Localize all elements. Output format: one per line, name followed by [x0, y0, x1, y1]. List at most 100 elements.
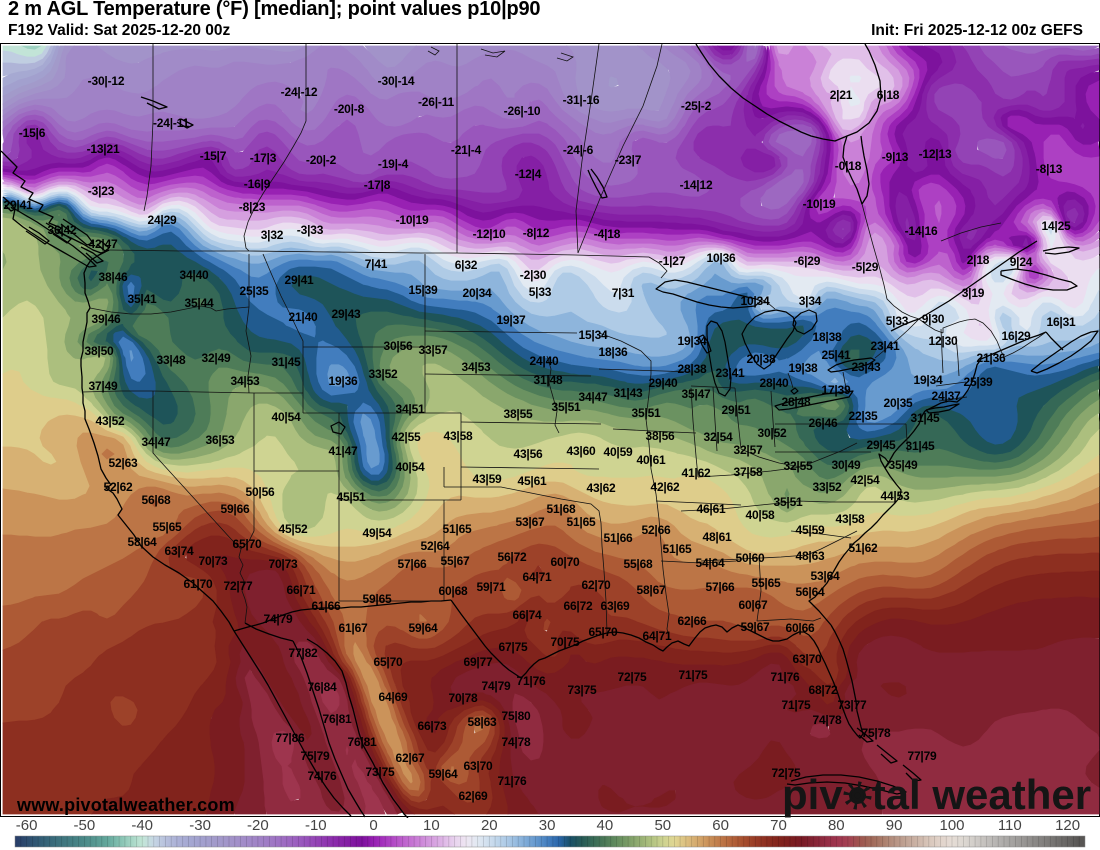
svg-text:16|31: 16|31 [1046, 315, 1076, 329]
svg-text:55|67: 55|67 [440, 554, 470, 568]
svg-text:59|67: 59|67 [740, 620, 770, 634]
svg-text:26|46: 26|46 [808, 416, 838, 430]
svg-text:21|40: 21|40 [288, 310, 318, 324]
svg-text:9|24: 9|24 [1010, 255, 1033, 269]
svg-text:31|43: 31|43 [613, 386, 643, 400]
svg-text:22|35: 22|35 [848, 409, 878, 423]
svg-text:66|74: 66|74 [512, 608, 542, 622]
svg-text:74|78: 74|78 [812, 713, 842, 727]
svg-text:63|70: 63|70 [792, 652, 822, 666]
svg-text:76|84: 76|84 [307, 680, 337, 694]
svg-text:60: 60 [712, 817, 729, 834]
svg-text:66|72: 66|72 [563, 599, 593, 613]
svg-text:76|81: 76|81 [322, 712, 352, 726]
svg-text:-30|-12: -30|-12 [88, 74, 125, 88]
svg-text:51|65: 51|65 [662, 542, 692, 556]
svg-text:50: 50 [654, 817, 671, 834]
svg-text:25|35: 25|35 [239, 284, 269, 298]
svg-text:56|72: 56|72 [497, 550, 527, 564]
svg-text:66|73: 66|73 [417, 719, 447, 733]
svg-text:36|53: 36|53 [205, 433, 235, 447]
svg-text:32|54: 32|54 [703, 430, 733, 444]
svg-text:38|50: 38|50 [84, 344, 114, 358]
svg-text:46|61: 46|61 [696, 502, 726, 516]
svg-text:35|41: 35|41 [127, 292, 157, 306]
svg-text:52|63: 52|63 [108, 456, 138, 470]
svg-text:43|59: 43|59 [472, 472, 502, 486]
svg-text:-23|7: -23|7 [615, 153, 642, 167]
svg-text:120: 120 [1055, 817, 1080, 834]
svg-text:68|72: 68|72 [808, 683, 838, 697]
svg-text:59|71: 59|71 [476, 580, 506, 594]
svg-text:40|54: 40|54 [395, 460, 425, 474]
svg-text:40|54: 40|54 [271, 410, 301, 424]
svg-text:61|67: 61|67 [338, 621, 368, 635]
svg-text:77|79: 77|79 [907, 749, 937, 763]
svg-text:75|79: 75|79 [300, 749, 330, 763]
svg-text:74|76: 74|76 [307, 769, 337, 783]
svg-text:-12|10: -12|10 [473, 227, 506, 241]
svg-text:24|40: 24|40 [529, 354, 559, 368]
svg-text:40: 40 [597, 817, 614, 834]
svg-text:70|75: 70|75 [550, 635, 580, 649]
svg-text:72|77: 72|77 [223, 579, 253, 593]
svg-text:31|45: 31|45 [910, 411, 940, 425]
svg-text:9|30: 9|30 [922, 312, 945, 326]
svg-text:33|52: 33|52 [368, 367, 398, 381]
svg-text:15|39: 15|39 [408, 283, 438, 297]
svg-text:-2|30: -2|30 [520, 268, 547, 282]
svg-text:-20|-2: -20|-2 [306, 153, 337, 167]
svg-text:-21|-4: -21|-4 [451, 143, 482, 157]
svg-text:40|59: 40|59 [603, 445, 633, 459]
svg-text:52|66: 52|66 [641, 523, 671, 537]
svg-text:71|76: 71|76 [770, 670, 800, 684]
svg-text:-31|-16: -31|-16 [563, 93, 600, 107]
svg-text:32|49: 32|49 [201, 351, 231, 365]
svg-text:74|79: 74|79 [263, 612, 293, 626]
svg-text:-20: -20 [247, 817, 269, 834]
svg-text:55|65: 55|65 [751, 576, 781, 590]
svg-text:-12|13: -12|13 [919, 147, 952, 161]
svg-text:30|52: 30|52 [757, 426, 787, 440]
svg-text:20: 20 [481, 817, 498, 834]
svg-text:42|47: 42|47 [88, 237, 118, 251]
svg-text:-10|19: -10|19 [803, 197, 836, 211]
svg-text:29|41: 29|41 [284, 273, 314, 287]
svg-text:51|65: 51|65 [566, 515, 596, 529]
svg-text:43|52: 43|52 [95, 414, 125, 428]
svg-text:56|68: 56|68 [141, 493, 171, 507]
svg-text:70|78: 70|78 [448, 691, 478, 705]
svg-text:45|61: 45|61 [517, 474, 547, 488]
svg-text:-1|27: -1|27 [659, 254, 686, 268]
svg-text:-24|-11: -24|-11 [153, 116, 190, 130]
svg-text:18|38: 18|38 [812, 330, 842, 344]
svg-text:10: 10 [423, 817, 440, 834]
svg-text:-6|29: -6|29 [794, 254, 821, 268]
svg-text:80: 80 [828, 817, 845, 834]
svg-text:34|53: 34|53 [230, 374, 260, 388]
svg-text:34|51: 34|51 [395, 402, 425, 416]
svg-text:39|46: 39|46 [91, 312, 121, 326]
svg-text:19|34: 19|34 [913, 373, 943, 387]
svg-text:71|76: 71|76 [497, 774, 527, 788]
svg-text:32|55: 32|55 [783, 459, 813, 473]
svg-text:-20|-8: -20|-8 [334, 102, 365, 116]
svg-text:19|38: 19|38 [788, 361, 818, 375]
svg-text:33|57: 33|57 [418, 343, 448, 357]
svg-text:28|40: 28|40 [759, 376, 789, 390]
svg-text:58|63: 58|63 [467, 715, 497, 729]
svg-text:29|41: 29|41 [3, 198, 33, 212]
svg-text:29|45: 29|45 [866, 438, 896, 452]
svg-text:63|69: 63|69 [600, 599, 630, 613]
svg-text:77|86: 77|86 [275, 731, 305, 745]
svg-text:48|61: 48|61 [702, 530, 732, 544]
svg-text:32|57: 32|57 [733, 443, 763, 457]
svg-text:31|48: 31|48 [533, 373, 563, 387]
svg-text:-30|-14: -30|-14 [378, 74, 415, 88]
svg-text:29|40: 29|40 [648, 376, 678, 390]
svg-text:67|75: 67|75 [498, 640, 528, 654]
svg-text:20|38: 20|38 [746, 352, 776, 366]
svg-text:-10|19: -10|19 [396, 213, 429, 227]
svg-text:41|47: 41|47 [328, 444, 358, 458]
svg-text:35|51: 35|51 [773, 495, 803, 509]
